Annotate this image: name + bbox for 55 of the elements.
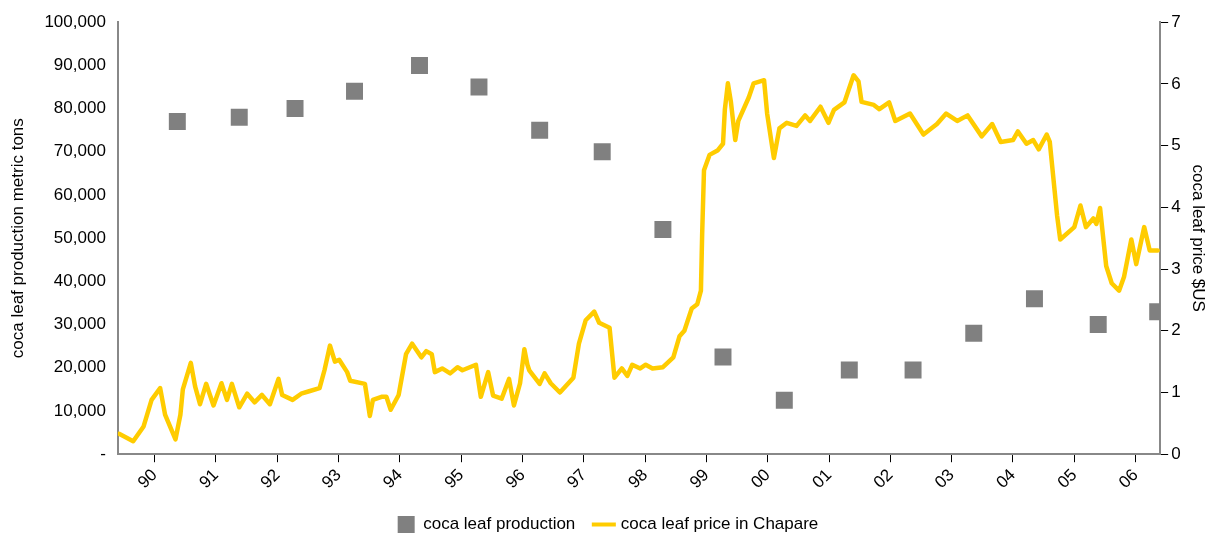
y2-tick-label: 1 — [1171, 382, 1181, 402]
point — [411, 56, 428, 74]
x-tick-label: 98 — [624, 465, 652, 492]
y-tick-label: 80,000 — [53, 98, 106, 118]
y-tick-label: 70,000 — [53, 141, 106, 161]
y2-tick-label: 5 — [1171, 135, 1181, 155]
x-tick-label: 97 — [563, 465, 590, 492]
y-tick-label: 30,000 — [53, 314, 106, 334]
point — [904, 361, 922, 379]
x-tick-label: 92 — [256, 465, 284, 492]
x-tick-label: 93 — [317, 465, 345, 492]
y-tick-label: 50,000 — [53, 227, 106, 247]
point — [346, 82, 363, 100]
x-tick-label: 99 — [685, 465, 713, 492]
legend-label: coca leaf production — [423, 514, 576, 534]
point — [168, 113, 186, 131]
y2-tick-label: 7 — [1171, 11, 1181, 31]
y2-tick-label: 0 — [1171, 443, 1181, 463]
y2-tick-label: 3 — [1171, 258, 1181, 278]
point — [654, 221, 672, 239]
x-tick-label: 03 — [931, 465, 958, 492]
y-tick-label: 60,000 — [53, 184, 106, 204]
legend-label: coca leaf price in Chapare — [620, 514, 819, 534]
y2-axis-title: coca leaf price $US — [1189, 164, 1209, 312]
point — [286, 100, 304, 118]
y-tick-label: 100,000 — [44, 11, 106, 31]
x-tick-label: 05 — [1053, 465, 1081, 492]
point — [840, 361, 858, 379]
x-tick-label: 96 — [501, 465, 529, 492]
y-tick-label: 90,000 — [53, 55, 106, 75]
y2-tick-label: 2 — [1171, 320, 1181, 340]
point — [593, 143, 611, 161]
x-tick-label: 95 — [440, 465, 468, 492]
y-tick-label: 20,000 — [53, 357, 106, 377]
y-tick-label: 40,000 — [53, 271, 106, 291]
y-tick-label: - — [100, 443, 106, 463]
point — [1089, 316, 1107, 334]
x-tick-label: 90 — [133, 465, 161, 492]
y2-tick-label: 6 — [1171, 73, 1181, 93]
x-tick-label: 06 — [1114, 465, 1142, 492]
x-tick-label: 02 — [869, 465, 897, 492]
point — [531, 121, 549, 139]
x-tick-label: 94 — [379, 465, 407, 492]
point — [775, 391, 793, 409]
x-tick-label: 00 — [747, 465, 774, 492]
y-axis-title: coca leaf production metric tons — [7, 118, 27, 359]
y-tick-label: 10,000 — [53, 400, 106, 420]
x-tick-label: 91 — [195, 465, 223, 492]
point — [1025, 290, 1043, 308]
point — [965, 324, 983, 342]
point — [230, 108, 248, 126]
y2-tick-label: 4 — [1171, 197, 1181, 217]
point — [470, 78, 488, 96]
x-tick-label: 01 — [808, 465, 836, 492]
x-tick-label: 04 — [992, 465, 1020, 492]
